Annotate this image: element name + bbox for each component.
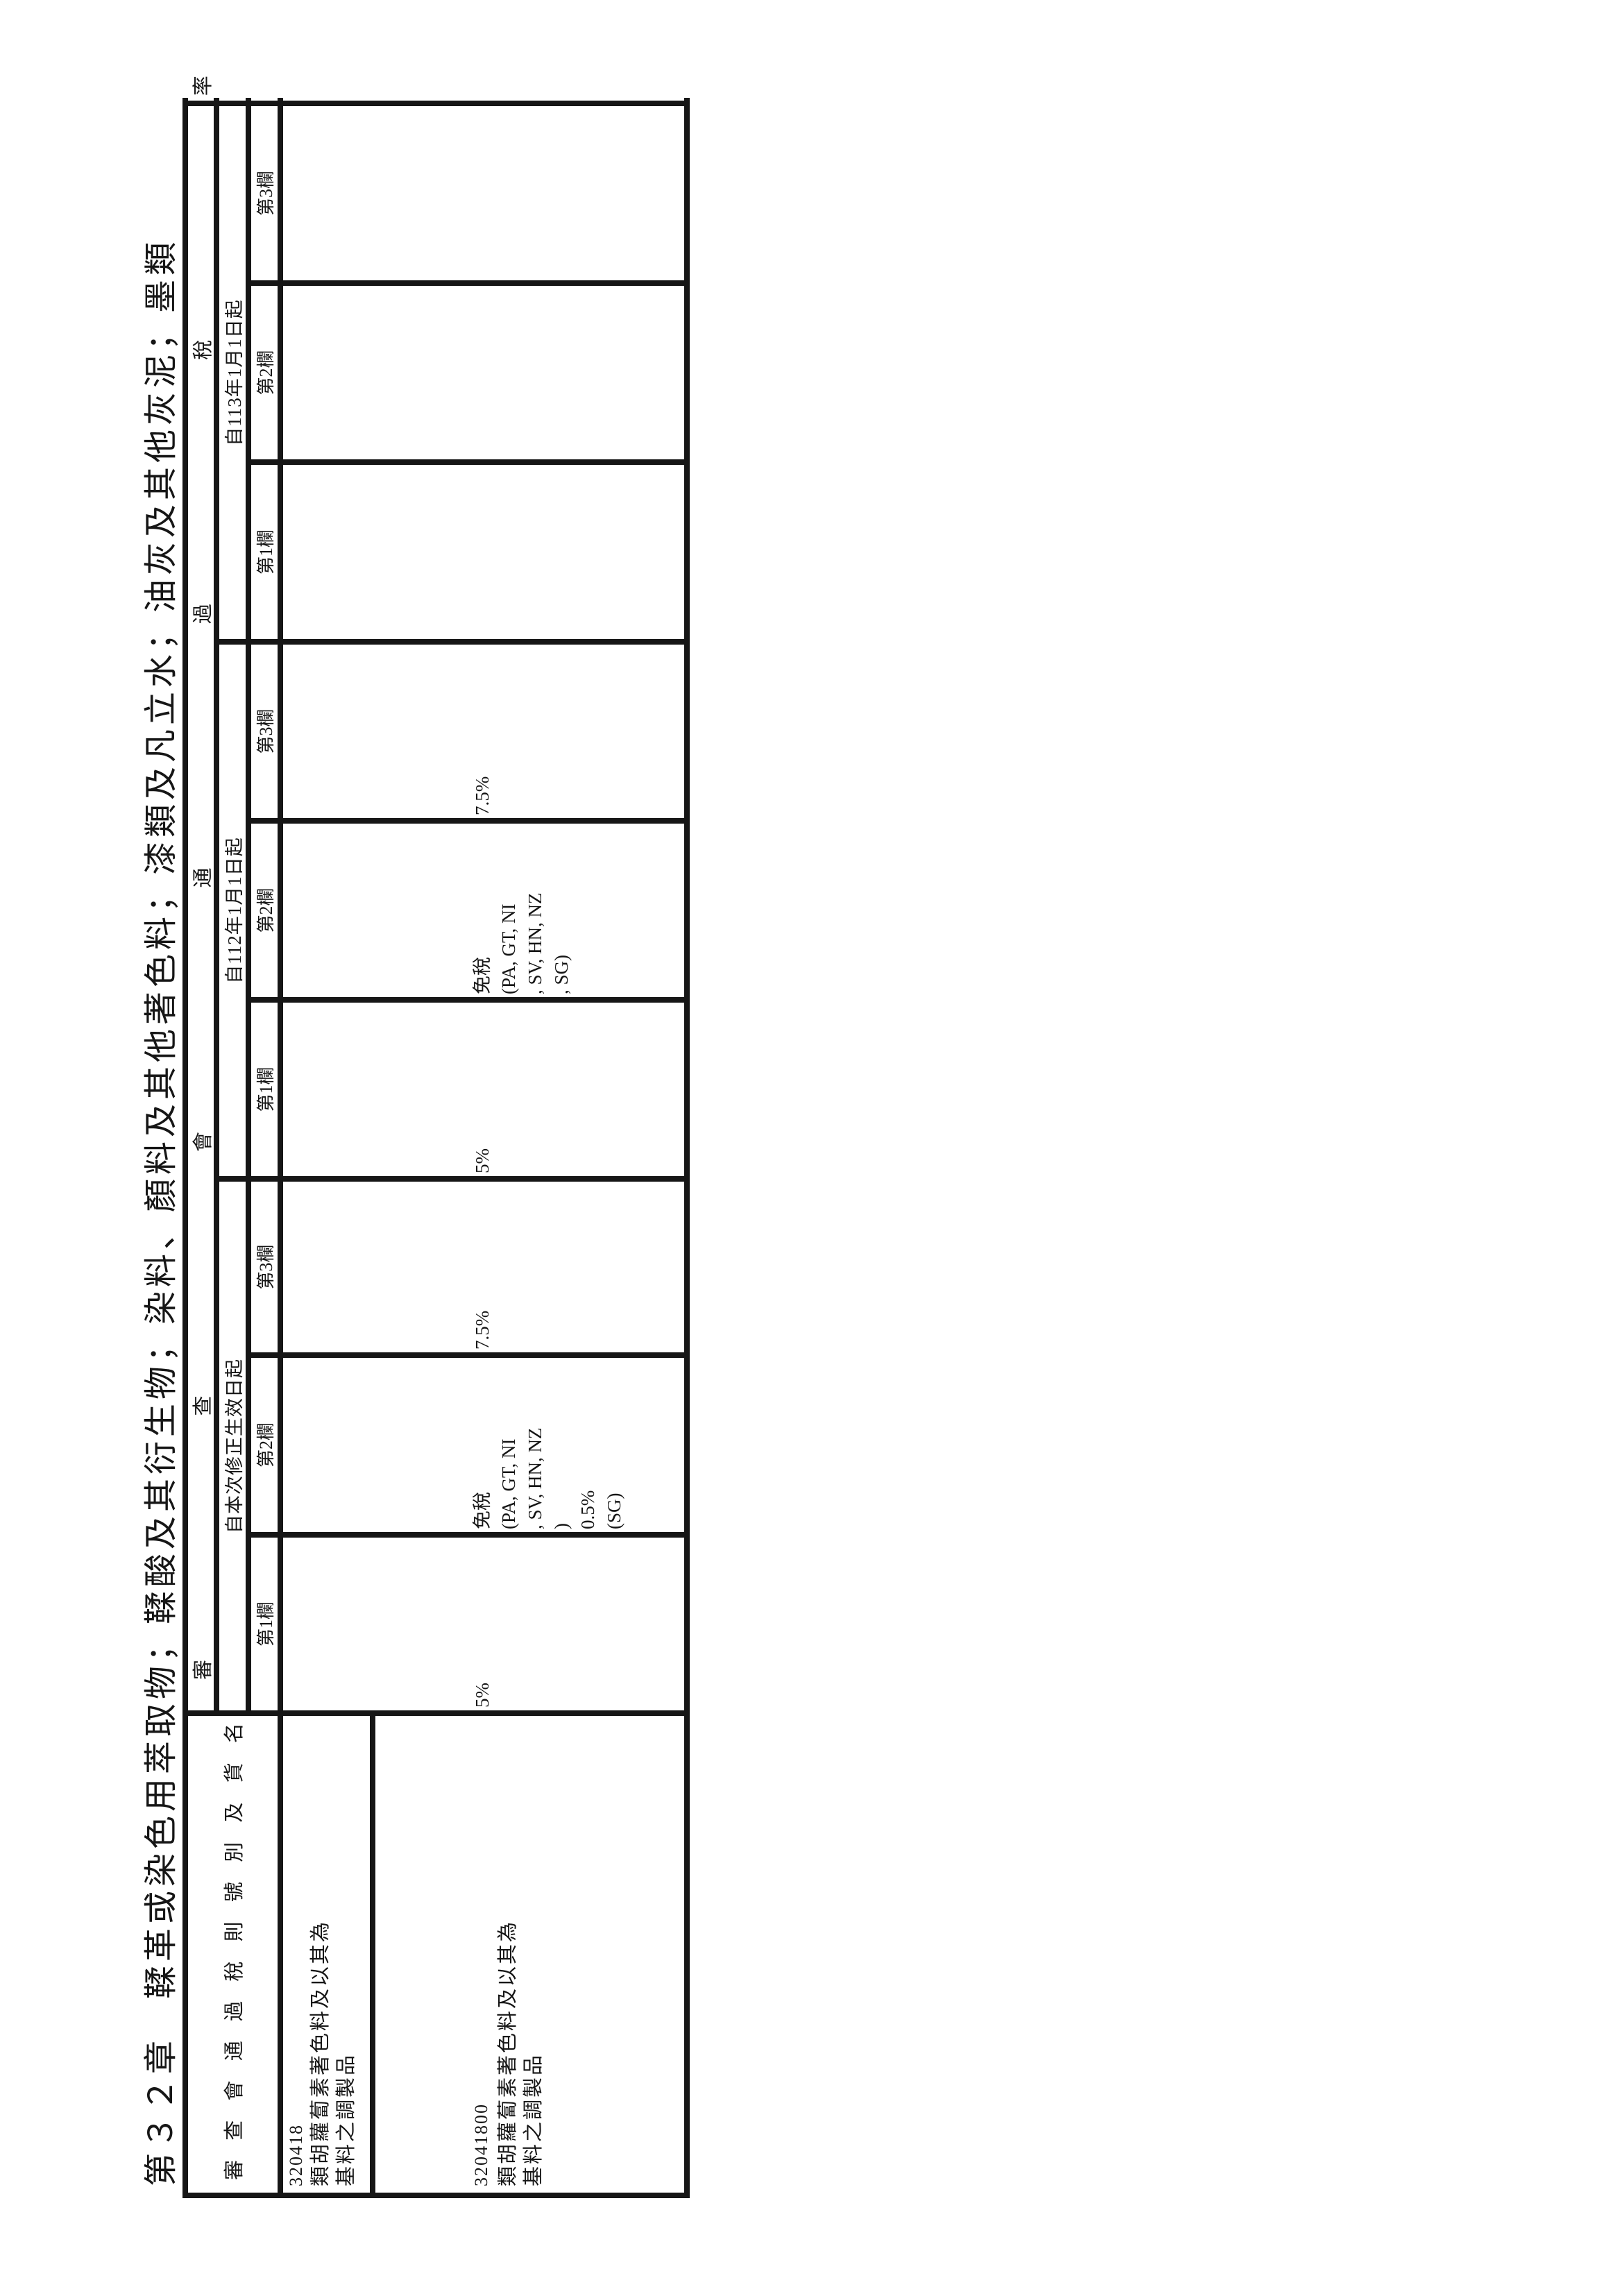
col-label-p2-3: 第3欄 [255,708,276,754]
col-divider-p1b [246,1352,690,1358]
col-label-p1-3: 第3欄 [255,1244,276,1290]
col-divider-p3a [246,459,690,465]
col-label-p2-2: 第2欄 [255,887,276,933]
col-label-p3-2: 第2欄 [255,350,276,396]
header-rate-span: 審查會通過稅率 [192,76,214,1680]
rate-p1-col1: 5% [472,1683,493,1708]
period-divider-1 [214,1176,690,1182]
item-code: 320418 [286,2124,306,2186]
header-item-column: 審查會通過稅則號別及貨名 [223,1723,246,2180]
col-label-p1-2: 第2欄 [255,1422,276,1468]
rate-p2-col3: 7.5% [472,776,493,815]
col-label-p1-1: 第1欄 [255,1601,276,1647]
col-label-p3-3: 第3欄 [255,171,276,216]
item-description-line: 基料之調製品 [522,2052,545,2186]
item-description-line: 基料之調製品 [335,2052,357,2186]
table-bottom-border [684,98,690,2198]
rate-p2-col1: 5% [472,1148,493,1173]
col-divider-p1a [246,1532,690,1538]
item-row-32041800: 32041800 類胡蘿蔔素著色料及以其為 基料之調製品 [468,1920,547,2186]
period-label-112: 自112年1月1日起 [223,837,245,984]
col-divider-p2a [246,997,690,1003]
col-label-p3-1: 第1欄 [255,529,276,575]
item-code: 32041800 [471,2103,491,2186]
table-left-border [182,2193,690,2198]
item-row-320418: 320418 類胡蘿蔔素著色料及以其為 基料之調製品 [284,1920,359,2186]
item-description-line: 類胡蘿蔔素著色料及以其為 [309,1919,332,2186]
item-description-line: 類胡蘿蔔素著色料及以其為 [497,1919,519,2186]
item-separator-rule [370,1710,375,2198]
rate-p1-col3: 7.5% [472,1310,493,1350]
col-divider-p2b [246,818,690,824]
chapter-title: 第３２章 鞣革或染色用萃取物；鞣酸及其衍生物；染料、顏料及其他著色料；漆類及凡立… [143,237,180,2186]
table-right-border [182,101,690,106]
rate-p1-col2: 免稅 (PA, GT, NI, SV, HN, NZ) 0.5% (SG) [472,1427,624,1529]
col-divider-p3b [246,280,690,286]
period-label-current: 自本次修正生效日起 [223,1359,245,1533]
period-divider-2 [214,639,690,645]
period-label-113: 自113年1月1日起 [223,299,245,446]
rate-p2-col2: 免稅 (PA, GT, NI, SV, HN, NZ, SG) [472,892,572,994]
col-label-p2-1: 第1欄 [255,1066,276,1112]
